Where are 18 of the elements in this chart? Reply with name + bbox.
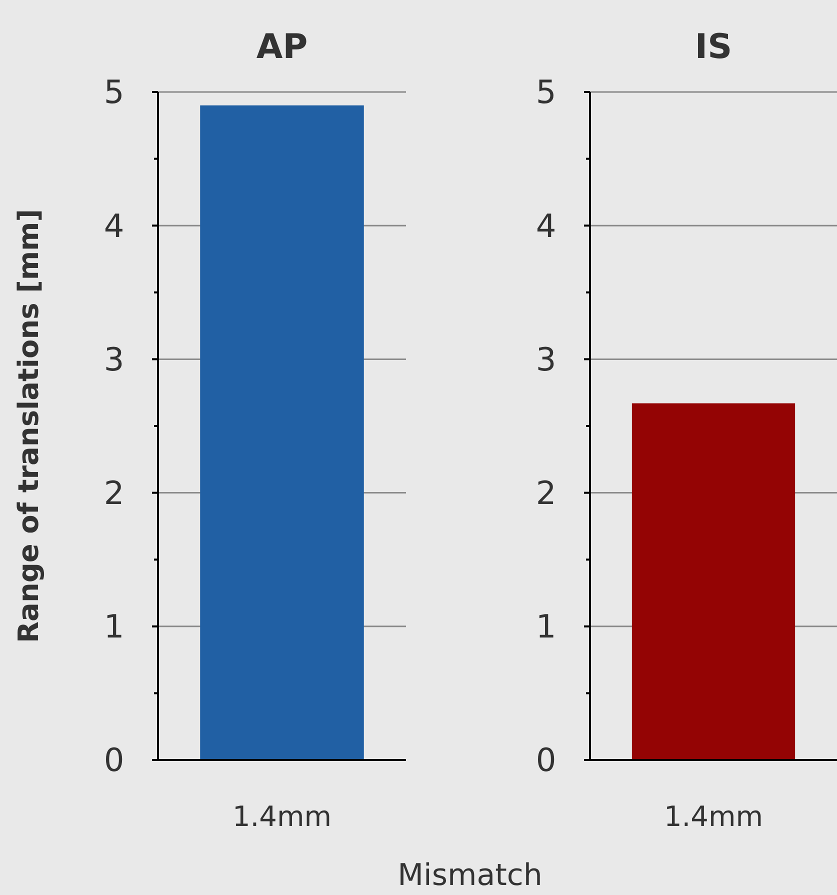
- y-tick-label: 2: [104, 474, 124, 512]
- y-tick-label: 4: [536, 206, 556, 245]
- y-tick-label: 1: [104, 608, 124, 646]
- y-tick-label: 0: [536, 741, 556, 780]
- y-tick-label: 5: [536, 73, 556, 112]
- chart-title: IS: [694, 27, 732, 67]
- y-tick-label: 5: [104, 73, 124, 112]
- x-tick-label: 1.4mm: [664, 800, 764, 833]
- y-axis-title: Range of translations [mm]: [12, 208, 45, 644]
- x-tick-label: 1.4mm: [232, 800, 332, 833]
- y-tick-label: 1: [536, 608, 556, 646]
- y-tick-label: 4: [104, 206, 124, 245]
- y-tick-label: 0: [104, 741, 124, 780]
- y-tick-label: 3: [536, 340, 556, 378]
- y-tick-label: 3: [104, 340, 124, 378]
- y-tick-label: 2: [536, 474, 556, 512]
- chart-title: AP: [256, 27, 308, 67]
- x-axis-title: Mismatch: [398, 858, 542, 893]
